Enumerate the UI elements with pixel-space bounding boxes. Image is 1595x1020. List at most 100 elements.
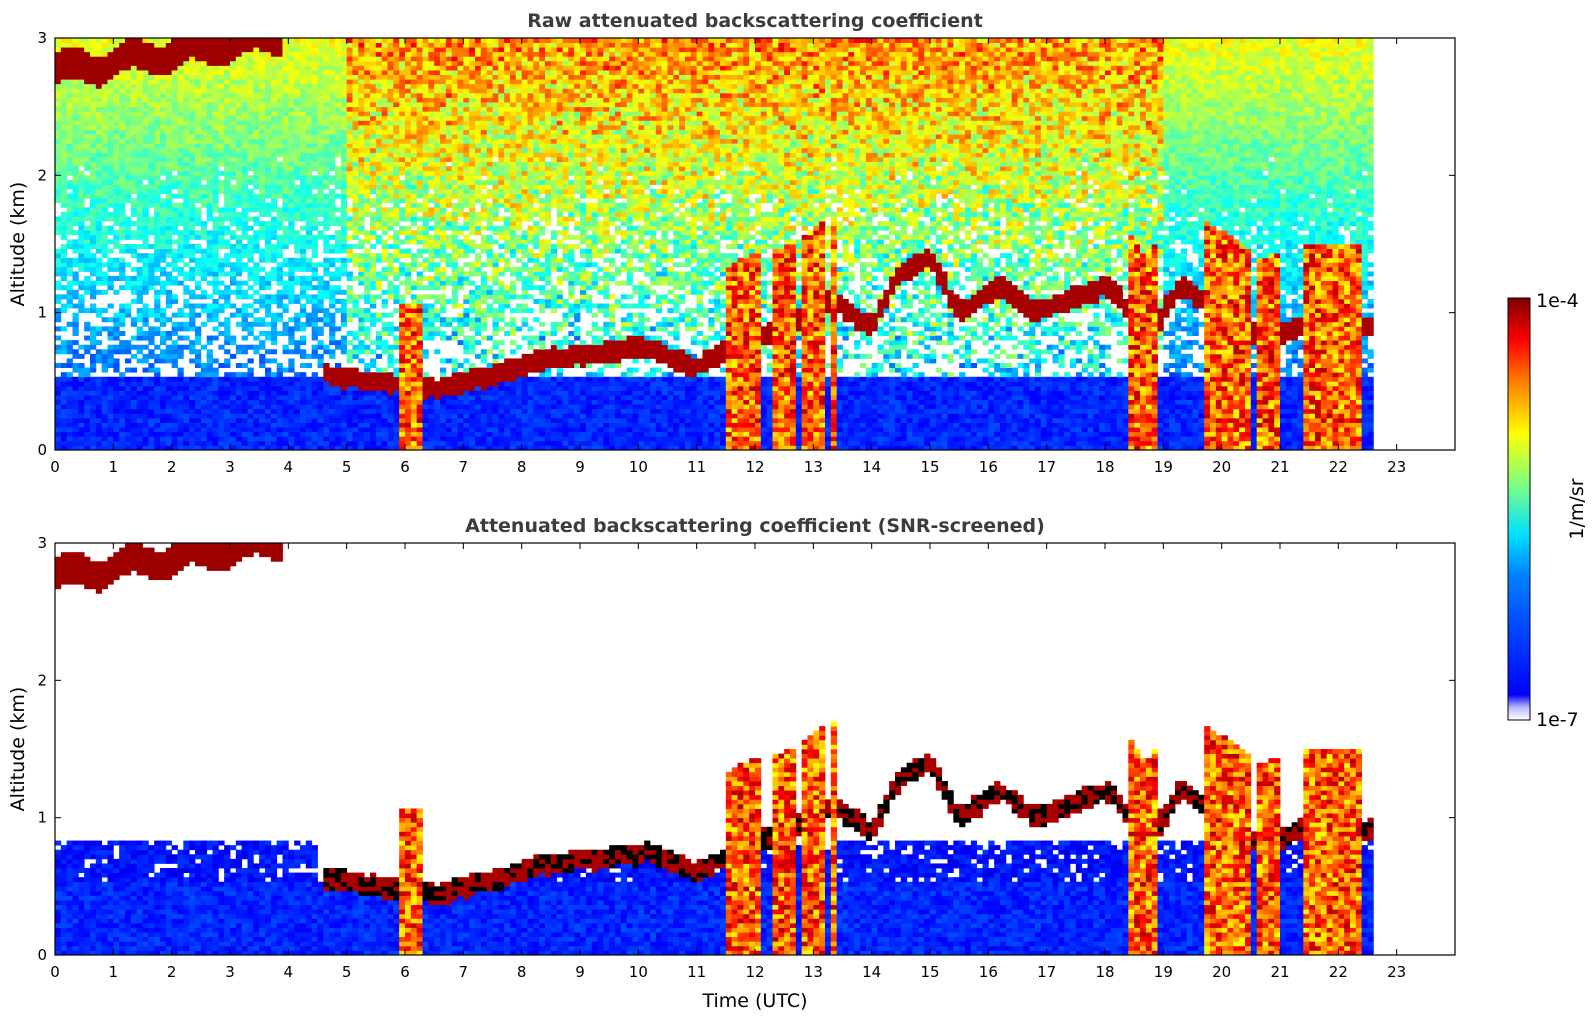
heatmap-cell: [61, 61, 67, 66]
heatmap-cell: [137, 285, 143, 290]
heatmap-cell: [137, 184, 143, 189]
heatmap-cell: [108, 56, 114, 61]
heatmap-cell: [218, 290, 224, 295]
heatmap-cell: [218, 271, 224, 276]
heatmap-cell: [411, 340, 417, 345]
heatmap-cell: [248, 207, 254, 212]
heatmap-cell: [160, 203, 166, 208]
heatmap-cell: [411, 111, 417, 116]
heatmap-cell: [265, 427, 271, 432]
heatmap-cell: [370, 230, 376, 235]
heatmap-cell: [131, 65, 137, 70]
heatmap-cell: [393, 70, 399, 75]
heatmap-cell: [113, 418, 119, 423]
heatmap-cell: [405, 313, 411, 318]
heatmap-cell: [364, 230, 370, 235]
heatmap-cell: [90, 308, 96, 313]
heatmap-cell: [230, 111, 236, 116]
heatmap-cell: [137, 358, 143, 363]
heatmap-cell: [131, 98, 137, 103]
heatmap-cell: [306, 294, 312, 299]
heatmap-cell: [213, 43, 219, 48]
heatmap-cell: [335, 166, 341, 171]
heatmap-cell: [189, 308, 195, 313]
heatmap-cell: [195, 400, 201, 405]
heatmap-cell: [265, 75, 271, 80]
heatmap-cell: [411, 404, 417, 409]
heatmap-cell: [108, 116, 114, 121]
heatmap-cell: [67, 441, 73, 446]
heatmap-cell: [347, 152, 353, 157]
heatmap-cell: [84, 326, 90, 331]
heatmap-cell: [183, 221, 189, 226]
heatmap-cell: [125, 386, 131, 391]
heatmap-cell: [230, 386, 236, 391]
heatmap-cell: [218, 65, 224, 70]
heatmap-cell: [312, 253, 318, 258]
heatmap-cell: [388, 390, 394, 395]
heatmap-cell: [119, 267, 125, 272]
heatmap-cell: [73, 134, 79, 139]
heatmap-cell: [67, 157, 73, 162]
heatmap-cell: [230, 400, 236, 405]
heatmap-cell: [253, 134, 259, 139]
heatmap-cell: [166, 157, 172, 162]
heatmap-cell: [218, 116, 224, 121]
heatmap-cell: [195, 413, 201, 418]
heatmap-cell: [230, 134, 236, 139]
heatmap-cell: [271, 331, 277, 336]
heatmap-cell: [277, 432, 283, 437]
heatmap-cell: [428, 239, 434, 244]
heatmap-cell: [73, 143, 79, 148]
heatmap-cell: [271, 107, 277, 112]
heatmap-cell: [265, 107, 271, 112]
heatmap-cell: [288, 262, 294, 267]
heatmap-cell: [399, 409, 405, 414]
heatmap-cell: [428, 267, 434, 272]
heatmap-cell: [417, 262, 423, 267]
heatmap-cell: [335, 93, 341, 98]
heatmap-cell: [183, 93, 189, 98]
top-heatmap: [55, 38, 1374, 450]
heatmap-cell: [370, 143, 376, 148]
heatmap-cell: [329, 175, 335, 180]
heatmap-cell: [148, 152, 154, 157]
heatmap-cell: [125, 139, 131, 144]
heatmap-cell: [102, 162, 108, 167]
heatmap-cell: [248, 395, 254, 400]
heatmap-cell: [393, 79, 399, 84]
heatmap-cell: [376, 317, 382, 322]
heatmap-cell: [183, 230, 189, 235]
heatmap-cell: [96, 166, 102, 171]
heatmap-cell: [183, 395, 189, 400]
heatmap-cell: [265, 130, 271, 135]
heatmap-cell: [393, 271, 399, 276]
heatmap-cell: [108, 317, 114, 322]
heatmap-cell: [259, 340, 265, 345]
heatmap-cell: [236, 262, 242, 267]
heatmap-cell: [358, 130, 364, 135]
heatmap-cell: [178, 130, 184, 135]
heatmap-cell: [218, 386, 224, 391]
heatmap-cell: [393, 336, 399, 341]
heatmap-cell: [236, 395, 242, 400]
heatmap-cell: [417, 70, 423, 75]
heatmap-cell: [137, 162, 143, 167]
heatmap-cell: [84, 395, 90, 400]
heatmap-cell: [73, 281, 79, 286]
heatmap-cell: [277, 304, 283, 309]
heatmap-cell: [405, 79, 411, 84]
heatmap-cell: [428, 418, 434, 423]
heatmap-cell: [347, 368, 353, 373]
heatmap-cell: [55, 285, 61, 290]
heatmap-cell: [207, 244, 213, 249]
heatmap-cell: [382, 125, 388, 130]
heatmap-cell: [253, 249, 259, 254]
heatmap-cell: [347, 294, 353, 299]
heatmap-cell: [218, 267, 224, 272]
heatmap-cell: [428, 390, 434, 395]
heatmap-cell: [137, 395, 143, 400]
heatmap-cell: [201, 120, 207, 125]
heatmap-cell: [207, 363, 213, 368]
heatmap-cell: [248, 345, 254, 350]
